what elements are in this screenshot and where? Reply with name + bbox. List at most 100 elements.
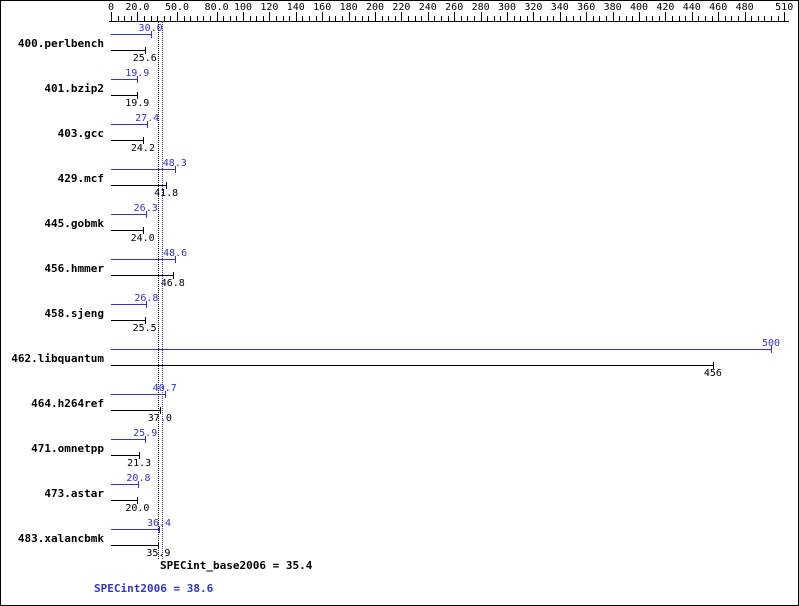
axis-tick-label: 220 (392, 2, 411, 13)
peak-bar (111, 484, 139, 485)
base-bar (111, 545, 159, 546)
axis-major-tick (507, 12, 508, 21)
axis-minor-tick (361, 16, 363, 21)
peak-value-label: 20.8 (126, 473, 151, 484)
axis-minor-tick (282, 16, 284, 21)
axis-major-tick (480, 12, 482, 21)
base-bar (111, 230, 143, 231)
axis-minor-tick (302, 16, 304, 21)
axis-minor-tick (566, 16, 568, 21)
axis-tick-label: 460 (709, 2, 728, 13)
base-bar-endcap (137, 497, 139, 504)
peak-bar (111, 79, 138, 80)
axis-tick-label: 360 (577, 2, 596, 13)
axis-minor-tick (526, 16, 528, 21)
peak-bar-endcap (174, 166, 176, 173)
base-value-label: 37.0 (147, 413, 172, 424)
axis-minor-tick (606, 16, 607, 21)
axis-tick-label: 400 (629, 2, 649, 13)
axis-major-tick (665, 12, 667, 21)
axis-major-tick (137, 12, 139, 21)
axis-major-tick (559, 12, 561, 21)
benchmark-label: 429.mcf (57, 172, 104, 185)
axis-tick-label: 0 (107, 2, 115, 13)
axis-major-tick (216, 12, 218, 21)
axis-minor-tick (573, 16, 574, 21)
axis-tick-label: 380 (603, 2, 622, 13)
axis-tick-label: 100 (233, 2, 253, 13)
base-bar-endcap (142, 227, 144, 234)
axis-minor-tick (460, 16, 462, 21)
axis-minor-tick (764, 16, 766, 21)
axis-minor-tick (421, 16, 423, 21)
axis-tick-label: 510 (775, 2, 794, 13)
axis-minor-tick (724, 16, 726, 21)
axis-tick-label: 480 (735, 2, 754, 13)
axis-minor-tick (368, 16, 370, 21)
axis-minor-tick (196, 16, 198, 21)
axis-minor-tick (150, 16, 152, 21)
axis-minor-tick (757, 16, 759, 21)
axis-minor-tick (170, 16, 172, 21)
peak-bar (111, 439, 146, 440)
axis-minor-tick (579, 16, 581, 21)
axis-minor-tick (124, 16, 126, 21)
axis-minor-tick (289, 16, 291, 21)
base-bar-endcap (144, 317, 146, 324)
base-bar-endcap (137, 92, 139, 99)
peak-bar-endcap (147, 121, 149, 128)
axis-tick-label: 340 (550, 2, 569, 13)
benchmark-label: 471.omnetpp (31, 442, 104, 455)
axis-minor-tick (625, 16, 627, 21)
axis-minor-tick (777, 16, 779, 21)
axis-tick-label: 320 (524, 2, 543, 13)
benchmark-label: 458.sjeng (44, 307, 104, 320)
axis-major-tick (784, 12, 786, 21)
axis-tick-label: 440 (682, 2, 701, 13)
peak-bar (111, 169, 175, 170)
peak-value-label: 26.8 (134, 293, 159, 304)
axis-major-tick (177, 12, 178, 21)
axis-minor-tick (540, 16, 541, 21)
base-bar-endcap (712, 362, 714, 369)
axis-minor-tick (467, 16, 469, 21)
peak-bar-endcap (150, 31, 152, 38)
axis-minor-tick (731, 16, 733, 21)
axis-minor-tick (256, 16, 258, 21)
axis-minor-tick (223, 16, 225, 21)
axis-major-tick (718, 12, 720, 21)
axis-major-tick (375, 12, 376, 21)
axis-minor-tick (388, 16, 390, 21)
base-bar (111, 275, 173, 276)
base-value-label: 41.8 (154, 188, 179, 199)
peak-mean-label: SPECint2006 = 38.6 (94, 582, 214, 595)
benchmark-label: 464.h264ref (31, 397, 104, 410)
axis-major-tick (586, 12, 588, 21)
peak-bar (111, 214, 146, 215)
axis-tick-label: 20.0 (125, 2, 150, 13)
peak-value-label: 27.4 (135, 113, 160, 124)
peak-bar-endcap (138, 481, 140, 488)
axis-tick-label: 280 (471, 2, 490, 13)
axis-minor-tick (592, 16, 594, 21)
base-value-label: 46.8 (160, 278, 185, 289)
base-bar (111, 365, 713, 366)
peak-value-label: 36.4 (147, 518, 172, 529)
axis-minor-tick (705, 16, 706, 21)
axis-tick-label: 420 (656, 2, 675, 13)
axis-minor-tick (236, 16, 238, 21)
base-bar (111, 185, 167, 186)
axis-tick-label: 120 (260, 2, 279, 13)
peak-bar (111, 394, 165, 395)
peak-bar (111, 304, 147, 305)
axis-minor-tick (434, 16, 436, 21)
axis-minor-tick (163, 16, 165, 21)
axis-minor-tick (309, 16, 310, 21)
axis-minor-tick (711, 16, 713, 21)
axis-major-tick (269, 12, 271, 21)
benchmark-label: 400.perlbench (17, 37, 104, 50)
axis-major-tick (348, 12, 350, 21)
axis-major-tick (322, 12, 324, 21)
axis-minor-tick (599, 16, 601, 21)
axis-minor-tick (698, 16, 700, 21)
